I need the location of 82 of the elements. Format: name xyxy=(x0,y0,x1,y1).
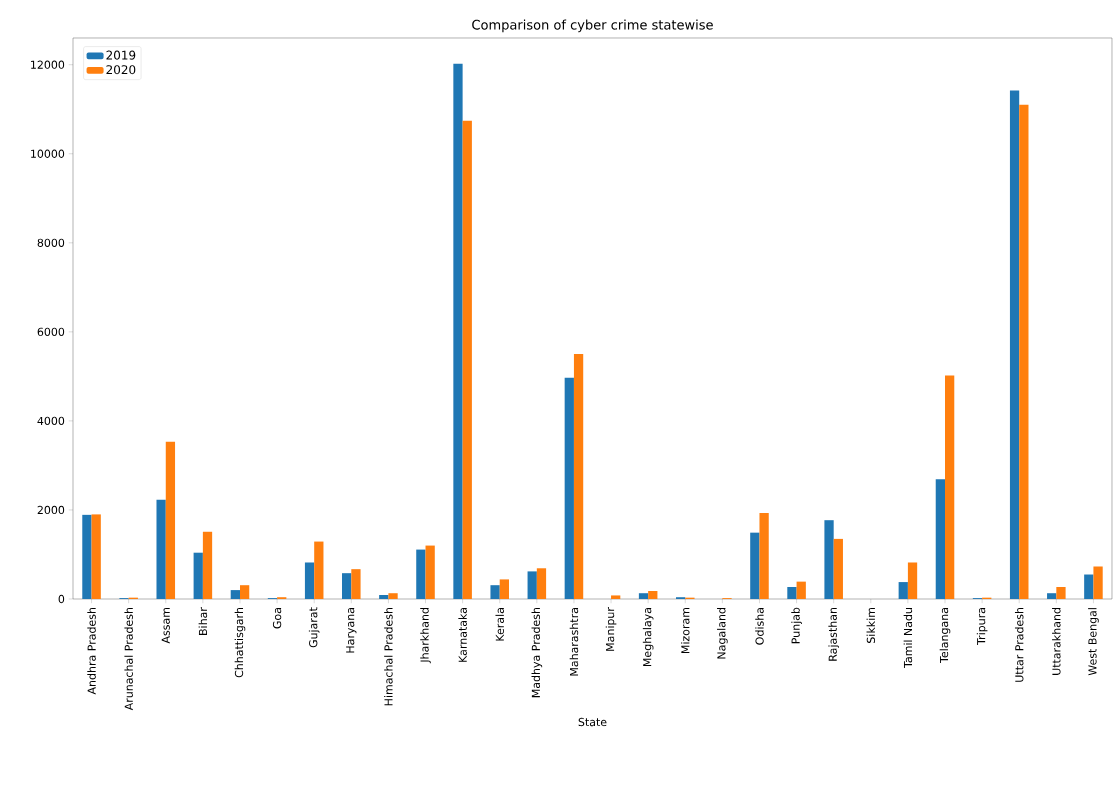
bar xyxy=(230,590,240,599)
x-tick-label: Kerala xyxy=(495,608,504,641)
bar xyxy=(945,375,955,599)
x-tick-label: Telangana xyxy=(939,608,951,663)
y-tick-label: 0 xyxy=(58,594,65,604)
bar xyxy=(564,377,574,599)
bar xyxy=(351,569,361,599)
bar xyxy=(1056,586,1066,599)
x-tick-label: Karnataka xyxy=(458,608,467,662)
bar xyxy=(1009,90,1020,599)
bar xyxy=(907,562,918,599)
x-axis-title: State xyxy=(578,717,607,727)
x-tick-label: Himachal Pradesh xyxy=(384,608,393,706)
x-tick-label: Rajasthan xyxy=(828,608,839,661)
bar xyxy=(91,514,101,599)
bar xyxy=(750,532,760,599)
bar xyxy=(379,594,389,599)
bar xyxy=(787,586,797,599)
bar xyxy=(611,595,621,599)
bar xyxy=(499,579,509,599)
x-tick-label: Odisha xyxy=(755,608,764,645)
bar xyxy=(527,571,537,599)
bar xyxy=(759,513,769,599)
bar xyxy=(165,441,176,599)
x-tick-label: Madhya Pradesh xyxy=(531,608,543,698)
bar xyxy=(638,593,649,599)
chart-title: Comparison of cyber crime statewise xyxy=(472,19,713,33)
bar xyxy=(202,531,213,599)
bar xyxy=(796,581,806,599)
bar xyxy=(648,590,658,599)
bar xyxy=(314,541,324,599)
x-tick-label: Nagaland xyxy=(717,608,728,659)
x-tick-label: Arunachal Pradesh xyxy=(124,608,133,711)
y-tick-label: 8000 xyxy=(37,238,65,247)
bar xyxy=(193,552,203,599)
bar xyxy=(416,549,426,599)
y-tick-label: 6000 xyxy=(37,327,65,337)
x-tick-label: Meghalaya xyxy=(642,608,654,667)
y-tick-label: 10000 xyxy=(31,149,65,158)
x-tick-label: Goa xyxy=(272,608,282,629)
x-tick-label: Assam xyxy=(161,608,170,644)
bar xyxy=(898,582,908,599)
bar xyxy=(239,585,250,599)
bar xyxy=(304,562,315,599)
x-tick-label: Mizoram xyxy=(681,608,690,654)
bar xyxy=(388,593,398,599)
x-tick-label: Manipur xyxy=(605,607,617,651)
x-tick-label: West Bengal xyxy=(1088,608,1099,676)
legend-label: 2020 xyxy=(106,65,136,75)
x-tick-label: Tamil Nadu xyxy=(903,608,913,669)
bar xyxy=(935,479,945,599)
bar xyxy=(1019,104,1029,599)
x-tick-label: Jharkhand xyxy=(420,608,431,664)
x-tick-label: Andhra Pradesh xyxy=(87,608,96,695)
bar xyxy=(833,538,843,599)
x-tick-label: Sikkim xyxy=(866,608,876,643)
x-tick-label: Chhattisgarh xyxy=(234,608,246,678)
x-tick-label: Maharashtra xyxy=(569,608,579,676)
x-tick-label: Gujarat xyxy=(308,607,320,648)
bar xyxy=(342,573,352,599)
bar xyxy=(425,545,435,599)
x-tick-label: Bihar xyxy=(198,607,208,635)
bar xyxy=(453,63,463,599)
bar xyxy=(1084,574,1094,599)
bar xyxy=(1093,566,1103,599)
bar xyxy=(462,120,472,599)
x-tick-label: Punjab xyxy=(791,607,802,644)
x-tick-label: Uttarakhand xyxy=(1052,608,1061,675)
bar xyxy=(824,520,834,599)
y-tick-label: 4000 xyxy=(37,416,65,426)
y-tick-label: 2000 xyxy=(37,505,65,515)
bar xyxy=(573,354,584,599)
legend-label: 2019 xyxy=(106,50,136,60)
x-tick-label: Tripura xyxy=(976,608,988,646)
bar xyxy=(156,499,166,599)
y-tick-label: 12000 xyxy=(31,60,65,69)
bar xyxy=(536,568,547,599)
bar xyxy=(82,514,92,599)
bar xyxy=(1047,593,1057,599)
bar xyxy=(490,585,500,599)
x-tick-label: Haryana xyxy=(346,608,357,653)
x-tick-label: Uttar Pradesh xyxy=(1014,608,1024,682)
